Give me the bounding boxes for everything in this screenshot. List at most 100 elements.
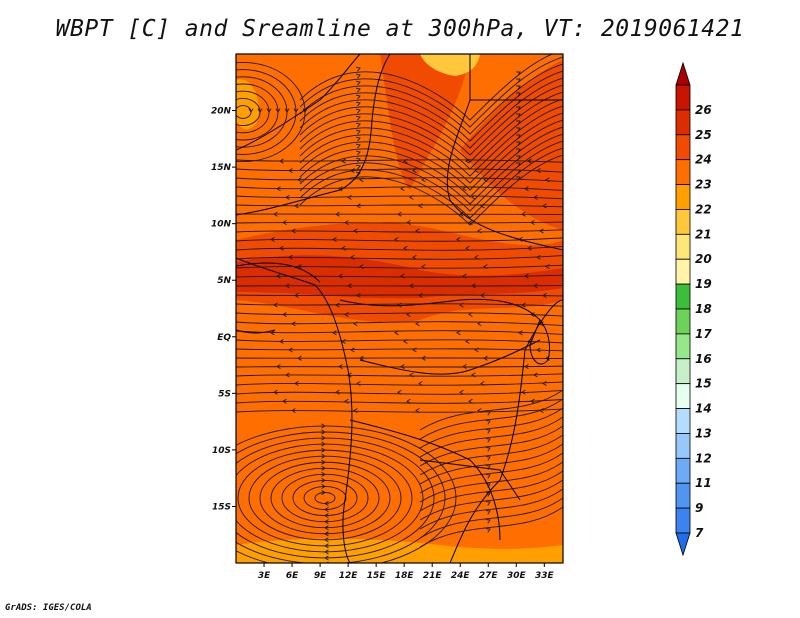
warm-plume-northeast bbox=[380, 54, 470, 190]
streamline-arrow bbox=[284, 108, 290, 113]
streamline-arrow bbox=[400, 186, 405, 192]
streamline bbox=[236, 168, 563, 173]
streamline-arrow bbox=[321, 435, 326, 441]
streamline-arrow bbox=[515, 127, 521, 132]
lat-tick-label: 5N bbox=[217, 276, 231, 286]
streamline-arrow bbox=[356, 203, 361, 209]
streamline bbox=[299, 56, 563, 128]
streamline bbox=[236, 373, 563, 377]
streamline bbox=[236, 237, 563, 242]
lat-tick-label: EQ bbox=[217, 333, 231, 343]
colorbar-cell bbox=[675, 358, 691, 385]
streamline-arrow bbox=[355, 122, 361, 128]
streamline-arrow bbox=[324, 519, 329, 525]
colorbar-label: 24 bbox=[695, 153, 712, 167]
colorbar-cell bbox=[675, 333, 691, 360]
streamline-arrow bbox=[477, 228, 482, 234]
streamline-arrow bbox=[462, 186, 467, 192]
streamline bbox=[236, 437, 435, 559]
streamline-arrow bbox=[297, 264, 302, 270]
streamline-arrow bbox=[515, 162, 521, 167]
streamline-arrow bbox=[485, 438, 491, 443]
streamline-arrow bbox=[400, 273, 405, 279]
streamline bbox=[299, 84, 563, 156]
streamline bbox=[237, 449, 413, 547]
streamline-arrow bbox=[344, 220, 349, 225]
cool-patch-north bbox=[420, 54, 480, 76]
streamline-arrow bbox=[350, 254, 355, 260]
streamline-arrow bbox=[403, 158, 408, 164]
streamline-arrow bbox=[324, 549, 329, 555]
streamline-arrow bbox=[355, 171, 361, 177]
streamline-arrow bbox=[530, 312, 535, 318]
lon-tick-label: 12E bbox=[339, 571, 359, 581]
streamline bbox=[236, 264, 563, 269]
streamline-arrow bbox=[474, 254, 479, 260]
streamline-arrow bbox=[409, 372, 414, 378]
streamline-arrow bbox=[459, 302, 464, 308]
streamline-arrow bbox=[321, 484, 326, 489]
cool-patch-northwest bbox=[236, 79, 259, 130]
colorbar-cell bbox=[675, 159, 691, 185]
coastline-segment bbox=[236, 257, 353, 563]
streamline-arrow bbox=[536, 347, 541, 353]
streamline-arrow bbox=[350, 347, 355, 353]
streamline bbox=[299, 91, 563, 163]
streamline-arrow bbox=[279, 338, 284, 344]
streamline bbox=[419, 434, 563, 476]
streamline-arrow bbox=[530, 220, 535, 225]
streamline-arrow bbox=[406, 220, 411, 225]
streamline bbox=[419, 425, 563, 467]
streamline bbox=[314, 492, 336, 504]
streamline bbox=[292, 479, 358, 517]
lon-tick-label: 27E bbox=[479, 571, 499, 581]
cool-patch-south bbox=[236, 538, 563, 563]
streamline-arrow bbox=[321, 441, 326, 447]
lon-tick-label: 24E bbox=[451, 571, 471, 581]
streamline-arrow bbox=[456, 236, 461, 242]
streamline-arrow bbox=[288, 254, 293, 260]
colorbar-label: 26 bbox=[695, 103, 712, 117]
streamline-arrow bbox=[477, 321, 482, 327]
streamline-arrow bbox=[406, 398, 411, 404]
coastline-segment bbox=[449, 299, 563, 563]
streamline-arrow bbox=[412, 347, 417, 353]
streamline-arrow bbox=[412, 254, 417, 260]
streamline-arrow bbox=[338, 364, 343, 370]
lon-tick-label: 3E bbox=[258, 571, 271, 581]
colorbar-label: 16 bbox=[695, 352, 712, 366]
colorbar-cell bbox=[675, 134, 691, 161]
streamline-arrow bbox=[338, 273, 343, 279]
streamline-arrow bbox=[355, 136, 361, 142]
streamline bbox=[419, 452, 563, 494]
streamline-arrow bbox=[403, 338, 408, 344]
streamline bbox=[236, 255, 563, 260]
streamline-arrow bbox=[257, 108, 263, 113]
streamline bbox=[270, 467, 380, 529]
warm-plume-east bbox=[460, 60, 563, 230]
streamline bbox=[299, 119, 563, 191]
streamline-arrow bbox=[282, 220, 287, 225]
coastline-segment bbox=[236, 329, 276, 334]
coastline-segment bbox=[359, 339, 541, 375]
streamline-arrow bbox=[350, 168, 355, 174]
colorbar-label: 23 bbox=[695, 178, 712, 192]
streamline-arrow bbox=[282, 312, 287, 318]
lon-tick-label: 15E bbox=[367, 571, 387, 581]
streamline bbox=[419, 398, 563, 440]
streamline-arrow bbox=[521, 389, 526, 395]
streamline-arrow bbox=[321, 490, 326, 495]
colorbar-cell bbox=[675, 258, 691, 285]
streamline-arrow bbox=[465, 338, 470, 344]
streamline-arrow bbox=[397, 302, 402, 308]
streamline-arrow bbox=[355, 143, 361, 149]
streamline-arrow bbox=[462, 364, 467, 370]
streamline bbox=[236, 221, 563, 224]
latitude-axis: 20N 15N 10N 5N EQ 5S 10S 15S bbox=[211, 107, 236, 512]
streamline-arrow bbox=[279, 245, 284, 251]
streamline-arrow bbox=[485, 519, 491, 524]
streamline-arrows bbox=[248, 66, 550, 563]
streamline-arrow bbox=[355, 150, 361, 156]
lat-tick-label: 10N bbox=[211, 220, 232, 230]
